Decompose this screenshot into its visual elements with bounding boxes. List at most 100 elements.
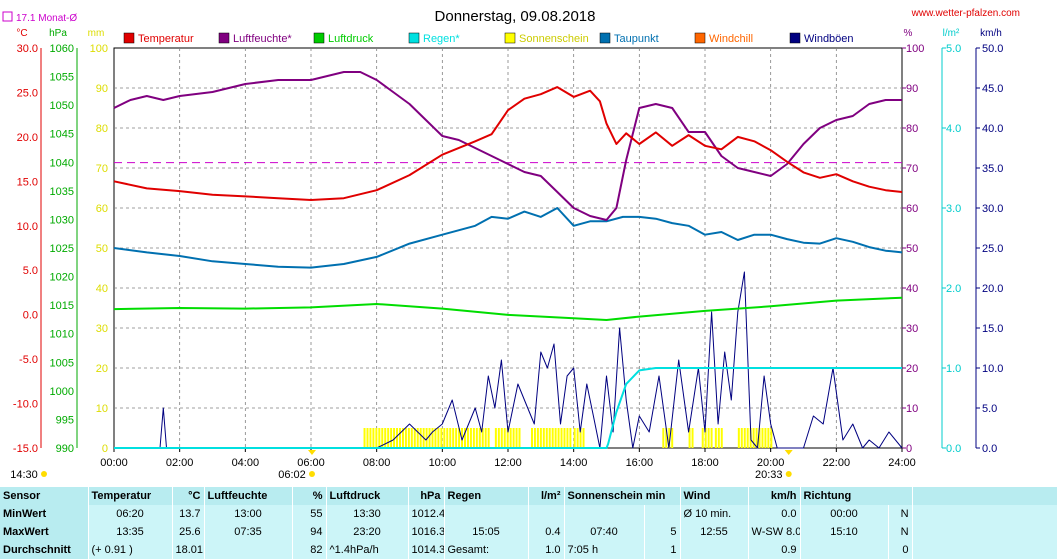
cell: 94 [292, 523, 327, 541]
cell: 13:30 [326, 505, 409, 523]
sunshine-bar [704, 428, 707, 448]
cell: 1 [644, 541, 681, 559]
sunshine-bar [688, 428, 691, 448]
cell: (+ 0.91 ) [88, 541, 173, 559]
hpa-tick: 1015 [50, 300, 74, 312]
sunshine-bar [720, 428, 723, 448]
stats-header-row: Sensor Temperatur °C Luftfeuchte % Luftd… [0, 487, 1058, 505]
sunshine-bar [416, 428, 419, 448]
sunshine-bar [396, 428, 399, 448]
time-tick: 20:00 [757, 457, 785, 469]
sunset-tick-icon [784, 450, 793, 455]
cell: 18.01 [172, 541, 205, 559]
cell: Gesamt: [444, 541, 529, 559]
sunshine-bar [413, 428, 416, 448]
sunshine-bar [478, 428, 481, 448]
sunshine-bar [425, 428, 428, 448]
sunshine-bar [366, 428, 369, 448]
sunshine-bar [443, 428, 446, 448]
stats-header: Luftfeuchte [204, 487, 293, 505]
sunshine-bar [714, 428, 717, 448]
cell: 0.9 [748, 541, 801, 559]
sun-icon [41, 471, 47, 477]
sunshine-bar [440, 428, 443, 448]
sunshine-bar [758, 428, 761, 448]
sunshine-bar [691, 428, 694, 448]
chart-grid [113, 47, 903, 449]
cell-empty [912, 505, 1058, 523]
sunshine-bar [494, 428, 497, 448]
cell: 1.0 [528, 541, 565, 559]
cell: 7:05 h [564, 541, 645, 559]
stats-table: Sensor Temperatur °C Luftfeuchte % Luftd… [0, 487, 1058, 559]
cell [204, 541, 293, 559]
legend-label: Taupunkt [614, 33, 659, 45]
unit-kmh: km/h [980, 28, 1002, 39]
chart-axes: 30.0 25.0 20.0 15.0 10.0 5.0 0.0 -5.0 -10.0 -15.0… [13, 43, 1004, 469]
cell: 0 [888, 541, 913, 559]
cell: 1016.3 [408, 523, 445, 541]
hpa-tick: 1045 [50, 129, 74, 141]
legend-swatch [123, 32, 135, 44]
percent-tick: 40 [906, 283, 918, 295]
sunshine-bar [469, 428, 472, 448]
legend-swatch [789, 32, 801, 44]
sunshine-bar [512, 428, 515, 448]
time-tick: 18:00 [691, 457, 719, 469]
sunshine-bar [472, 428, 475, 448]
time-tick: 08:00 [363, 457, 391, 469]
kmh-tick: 25.0 [982, 243, 1003, 255]
cell [564, 505, 645, 523]
stats-header: l/m² [528, 487, 565, 505]
time-tick: 10:00 [429, 457, 457, 469]
sunshine-bar [560, 428, 563, 448]
sunshine-bar [668, 428, 671, 448]
cell: 1012.4 [408, 505, 445, 523]
kmh-tick: 30.0 [982, 203, 1003, 215]
website-link[interactable]: www.wetter-pfalzen.com [911, 8, 1020, 19]
cell: 1014.3 [408, 541, 445, 559]
cell [680, 541, 749, 559]
chart-title: Donnerstag, 09.08.2018 [435, 8, 596, 25]
sunshine-bar [539, 428, 542, 448]
sunshine-bar [378, 428, 381, 448]
cell: 07:40 [564, 523, 645, 541]
cell-empty [912, 523, 1058, 541]
cell: N [888, 523, 913, 541]
sunshine-bar [407, 428, 410, 448]
mm-tick: 100 [90, 43, 108, 55]
time-tick: 22:00 [823, 457, 851, 469]
sunshine-bar [375, 428, 378, 448]
hpa-tick: 1025 [50, 243, 74, 255]
sunshine-bar [363, 428, 366, 448]
mm-tick: 90 [96, 83, 108, 95]
sunshine-bar [740, 428, 743, 448]
sunshine-bar [455, 428, 458, 448]
celsius-tick: -5.0 [19, 354, 38, 366]
mm-tick: 20 [96, 363, 108, 375]
percent-tick: 30 [906, 323, 918, 335]
sun-markers: 14:30 06:02 20:33 [10, 450, 793, 481]
stats-header: Luftdruck [326, 487, 409, 505]
legend-swatch [218, 32, 230, 44]
kmh-tick: 10.0 [982, 363, 1003, 375]
hpa-tick: 1030 [50, 214, 74, 226]
hpa-tick: 995 [56, 414, 74, 426]
cell: 13:00 [204, 505, 293, 523]
sunshine-bar [746, 428, 749, 448]
kmh-tick: 20.0 [982, 283, 1003, 295]
sunshine-bar [437, 428, 440, 448]
table-row: MaxWert 13:35 25.6 07:35 94 23:20 1016.3… [0, 523, 1058, 541]
sunshine-bar [551, 428, 554, 448]
sunshine-bar [398, 428, 401, 448]
percent-tick: 90 [906, 83, 918, 95]
sunshine-bar [530, 428, 533, 448]
celsius-tick: -15.0 [13, 443, 38, 455]
time-tick: 16:00 [626, 457, 654, 469]
stats-header: km/h [748, 487, 801, 505]
sunshine-bar [536, 428, 539, 448]
time-tick: 02:00 [166, 457, 194, 469]
hpa-tick: 1060 [50, 43, 74, 55]
mm-tick: 0 [102, 443, 108, 455]
cell: 0.4 [528, 523, 565, 541]
